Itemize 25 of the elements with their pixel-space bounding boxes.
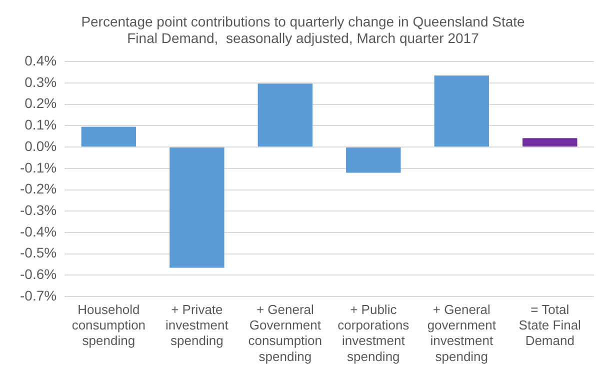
x-tick-label: + Public corporations investment spending — [338, 302, 410, 364]
bar — [170, 148, 224, 268]
y-tick-label: -0.2% — [20, 180, 57, 197]
x-tick-label: Household consumption spending — [72, 302, 146, 348]
x-tick-label: + General government investment spending — [427, 302, 496, 364]
bar — [258, 84, 313, 147]
y-tick-label: 0.2% — [24, 95, 57, 112]
bar — [522, 138, 578, 147]
y-tick-label: 0.4% — [24, 52, 57, 68]
x-tick-label: + General Government consumption spending — [248, 302, 322, 364]
y-tick-label: -0.6% — [20, 266, 57, 282]
y-tick-label: 0.0% — [24, 138, 57, 154]
bar — [81, 126, 136, 147]
y-tick-label: -0.4% — [20, 223, 57, 240]
bar — [346, 148, 401, 173]
chart-title: Percentage point contributions to quarterly change in Queensland State Final Demand, seasonally adjusted, March quarter 2017 — [81, 13, 526, 46]
y-tick-label: -0.3% — [20, 202, 57, 218]
y-tick-label: 0.3% — [24, 74, 57, 90]
bar — [434, 75, 489, 147]
x-tick-label: = Total State Final Demand — [518, 302, 582, 348]
x-tick-label: + Private investment spending — [165, 302, 229, 348]
y-tick-label: -0.7% — [20, 287, 57, 304]
y-tick-label: 0.1% — [24, 116, 57, 133]
y-tick-label: -0.5% — [20, 244, 57, 261]
y-tick-label: -0.1% — [20, 159, 57, 176]
